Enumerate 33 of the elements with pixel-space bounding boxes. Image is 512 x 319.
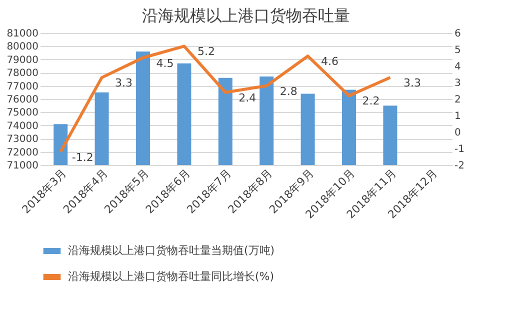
data-label: 4.6: [321, 55, 339, 68]
y-tick-label: 77000: [6, 81, 38, 92]
y-tick-label: 79000: [6, 54, 38, 66]
y2-tick-label: 5: [454, 45, 461, 56]
data-label: 2.2: [362, 94, 380, 108]
y-tick-label: 78000: [6, 68, 38, 80]
data-label: 3.3: [403, 76, 421, 90]
legend-label: 沿海规模以上港口货物吞吐量同比增长(%): [68, 270, 274, 283]
y2-tick-label: 2: [454, 94, 461, 106]
y2-tick-label: 6: [454, 28, 461, 40]
line-series: [59, 44, 392, 154]
y2-tick-label: 0: [454, 128, 461, 138]
data-label: 2.8: [280, 84, 298, 98]
y2-tick-label: -2: [454, 160, 464, 172]
y2-tick-label: 4: [454, 62, 461, 72]
y2-tick-label: 1: [454, 111, 461, 122]
y-tick-label: 76000: [6, 94, 38, 106]
y-tick-label: 80000: [6, 42, 38, 53]
data-label: 4.5: [156, 56, 174, 70]
y-tick-label: 72000: [6, 147, 38, 158]
data-label: 2.4: [238, 91, 256, 104]
y-tick-label: 75000: [6, 108, 38, 119]
chart-title: 沿海规模以上港口货物吞吐量: [142, 6, 350, 25]
y-tick-label: 81000: [6, 28, 38, 40]
y-tick-label: 73000: [6, 134, 38, 146]
y2-tick-label: -1: [454, 144, 464, 155]
y-tick-label: 74000: [6, 120, 38, 132]
data-label: 5.2: [197, 45, 215, 58]
data-label: -1.2: [72, 150, 94, 164]
data-label: 3.3: [115, 76, 133, 90]
y2-tick-label: 3: [454, 78, 461, 89]
y-tick-label: 71000: [6, 160, 38, 172]
legend-label: 沿海规模以上港口货物吞吐量当期值(万吨): [68, 244, 275, 257]
